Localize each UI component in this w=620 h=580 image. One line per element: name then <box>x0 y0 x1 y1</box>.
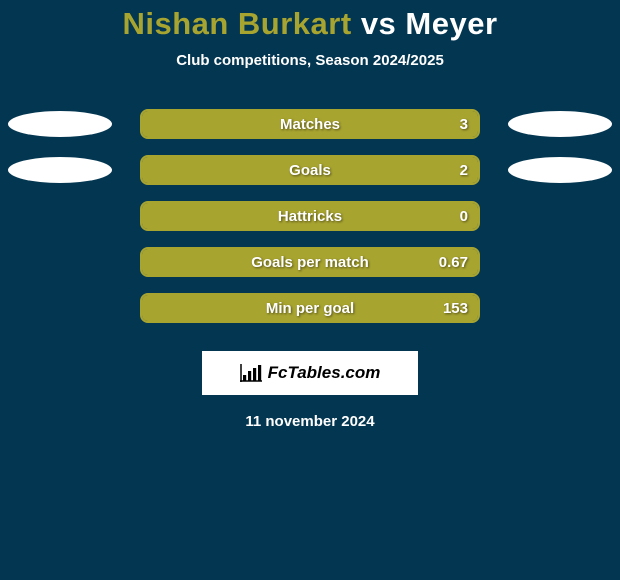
stat-row: Hattricks0 <box>0 201 620 231</box>
stat-bar: Goals per match0.67 <box>140 247 480 277</box>
vs-label: vs <box>361 6 396 41</box>
stat-label: Goals <box>142 162 478 179</box>
logo-text: FcTables.com <box>268 363 381 383</box>
player1-marker <box>8 157 112 183</box>
stats-card: Nishan Burkart vs Meyer Club competition… <box>0 0 620 430</box>
subtitle: Club competitions, Season 2024/2025 <box>0 52 620 69</box>
bar-chart-icon <box>240 364 262 382</box>
stat-bar: Matches3 <box>140 109 480 139</box>
stat-row: Goals per match0.67 <box>0 247 620 277</box>
stat-bar: Min per goal153 <box>140 293 480 323</box>
logo-box: FcTables.com <box>202 351 418 395</box>
stat-row: Min per goal153 <box>0 293 620 323</box>
player2-name: Meyer <box>405 6 497 41</box>
stat-row: Matches3 <box>0 109 620 139</box>
player2-marker <box>508 157 612 183</box>
page-title: Nishan Burkart vs Meyer <box>0 6 620 42</box>
stat-label: Hattricks <box>142 208 478 225</box>
stat-value: 3 <box>460 116 468 133</box>
stat-value: 0 <box>460 208 468 225</box>
player1-name: Nishan Burkart <box>122 6 351 41</box>
stat-value: 153 <box>443 300 468 317</box>
stat-bar: Goals2 <box>140 155 480 185</box>
stat-row: Goals2 <box>0 155 620 185</box>
stat-bar: Hattricks0 <box>140 201 480 231</box>
stats-rows: Matches3Goals2Hattricks0Goals per match0… <box>0 109 620 323</box>
stat-label: Min per goal <box>142 300 478 317</box>
stat-value: 2 <box>460 162 468 179</box>
stat-value: 0.67 <box>439 254 468 271</box>
player1-marker <box>8 111 112 137</box>
player2-marker <box>508 111 612 137</box>
date-label: 11 november 2024 <box>0 413 620 430</box>
stat-label: Goals per match <box>142 254 478 271</box>
stat-label: Matches <box>142 116 478 133</box>
